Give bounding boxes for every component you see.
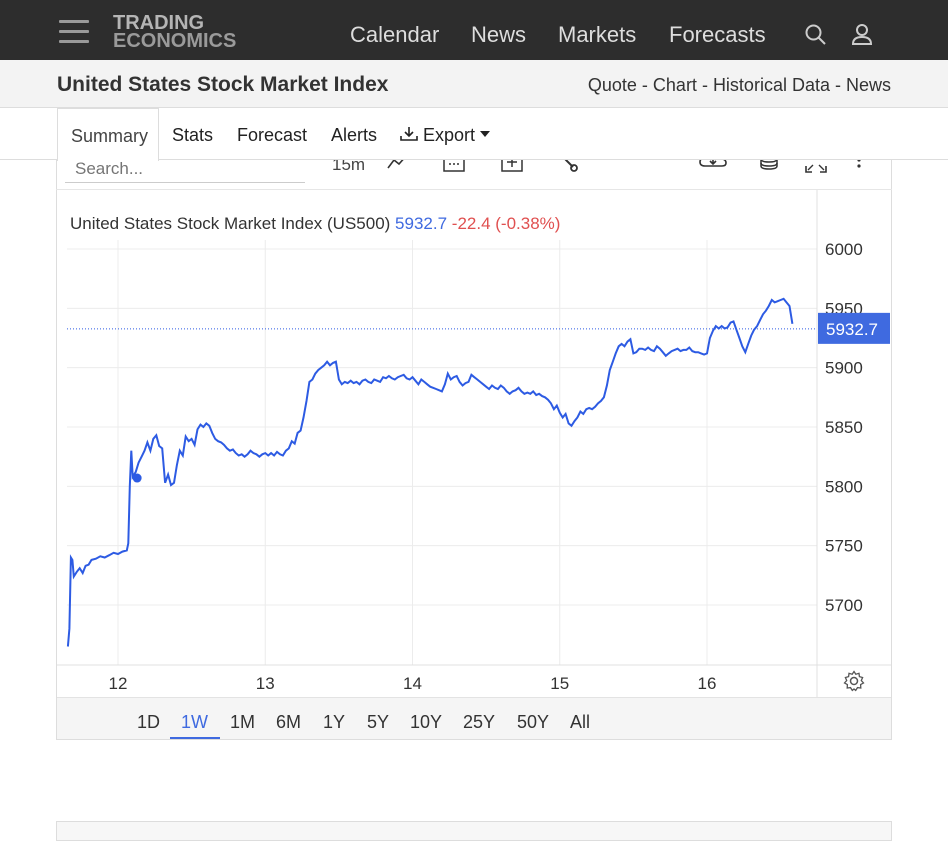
chart-marks: 5932.7 bbox=[67, 312, 890, 483]
tab-export[interactable]: Export bbox=[400, 125, 491, 146]
range-6m[interactable]: 6M bbox=[276, 712, 302, 732]
x-axis: 12 13 14 15 16 bbox=[109, 674, 717, 693]
y-tick-label: 6000 bbox=[825, 240, 863, 259]
toolbar-divider bbox=[56, 189, 892, 190]
logo[interactable]: TRADING ECONOMICS bbox=[113, 12, 237, 52]
line-chart-icon[interactable] bbox=[386, 160, 410, 172]
hamburger-menu-icon[interactable] bbox=[59, 19, 89, 43]
calendar-icon[interactable] bbox=[442, 160, 466, 174]
gear-icon[interactable] bbox=[843, 670, 865, 692]
link-quote[interactable]: Quote bbox=[587, 75, 637, 95]
active-range-underline bbox=[170, 737, 220, 739]
range-1m[interactable]: 1M bbox=[230, 712, 256, 732]
logo-line-2: ECONOMICS bbox=[113, 30, 237, 52]
tab-bar: Summary Stats Forecast Alerts Export bbox=[0, 108, 948, 161]
nav-link-calendar[interactable]: Calendar bbox=[350, 22, 440, 47]
tab-summary[interactable]: Summary bbox=[57, 108, 159, 161]
separator: - bbox=[636, 75, 653, 95]
x-tick-label: 12 bbox=[109, 674, 128, 693]
x-tick-label: 15 bbox=[550, 674, 569, 693]
range-1w[interactable]: 1W bbox=[181, 712, 208, 732]
link-historical-data[interactable]: Historical Data bbox=[712, 75, 830, 95]
nav-link-forecasts[interactable]: Forecasts bbox=[669, 22, 766, 47]
quick-links: Quote - Chart - Historical Data - News bbox=[588, 75, 891, 96]
search-icon[interactable] bbox=[804, 23, 828, 47]
y-tick-label: 5750 bbox=[825, 537, 863, 556]
legend-change: -22.4 (-0.38%) bbox=[451, 214, 561, 233]
y-tick-label: 5900 bbox=[825, 359, 863, 378]
user-icon[interactable] bbox=[851, 23, 873, 47]
link-chart[interactable]: Chart bbox=[652, 75, 697, 95]
range-1d[interactable]: 1D bbox=[137, 712, 161, 732]
title-bar: United States Stock Market Index Quote -… bbox=[0, 60, 948, 108]
top-nav: TRADING ECONOMICS Calendar News Markets … bbox=[0, 0, 948, 60]
tab-forecast[interactable]: Forecast bbox=[237, 125, 308, 145]
x-tick-label: 14 bbox=[403, 674, 422, 693]
range-1y[interactable]: 1Y bbox=[323, 712, 346, 732]
separator: - bbox=[829, 75, 846, 95]
range-10y[interactable]: 10Y bbox=[410, 712, 443, 732]
legend-symbol-name: United States Stock Market Index (US500) bbox=[70, 214, 391, 233]
event-marker[interactable] bbox=[132, 473, 142, 483]
chart-grid bbox=[57, 190, 891, 697]
compare-plus-icon[interactable] bbox=[500, 160, 524, 174]
interval-selector[interactable]: 15m bbox=[332, 160, 366, 174]
nav-link-news[interactable]: News bbox=[471, 22, 527, 47]
range-25y[interactable]: 25Y bbox=[463, 712, 496, 732]
tab-summary-label: Summary bbox=[71, 126, 149, 146]
range-selector: 1D 1W 1M 6M 1Y 5Y 10Y 25Y 50Y All bbox=[57, 697, 891, 739]
y-tick-label: 5700 bbox=[825, 596, 863, 615]
chart-toolbar: 15m bbox=[56, 160, 892, 190]
next-section-panel bbox=[56, 821, 892, 841]
download-icon bbox=[400, 127, 418, 141]
symbol-search-input[interactable] bbox=[65, 155, 305, 183]
legend-price: 5932.7 bbox=[395, 214, 448, 233]
last-price-label: 5932.7 bbox=[826, 320, 878, 339]
range-5y[interactable]: 5Y bbox=[367, 712, 390, 732]
x-tick-label: 16 bbox=[698, 674, 717, 693]
nav-link-markets[interactable]: Markets bbox=[558, 22, 637, 47]
chart-legend: United States Stock Market Index (US500)… bbox=[70, 214, 560, 234]
database-icon[interactable] bbox=[758, 160, 780, 174]
price-line bbox=[66, 297, 794, 647]
download-cloud-icon[interactable] bbox=[698, 160, 728, 174]
range-50y[interactable]: 50Y bbox=[517, 712, 550, 732]
more-icon[interactable] bbox=[854, 160, 864, 174]
last-price-badge bbox=[818, 312, 890, 344]
tab-alerts[interactable]: Alerts bbox=[331, 125, 378, 145]
tab-stats[interactable]: Stats bbox=[172, 125, 214, 145]
link-news[interactable]: News bbox=[845, 75, 891, 95]
range-all[interactable]: All bbox=[570, 712, 591, 732]
logo-line-1: TRADING bbox=[113, 12, 205, 34]
x-tick-label: 13 bbox=[256, 674, 275, 693]
page-title: United States Stock Market Index bbox=[57, 73, 389, 96]
separator: - bbox=[696, 75, 713, 95]
y-tick-label: 5800 bbox=[825, 477, 863, 496]
caret-down-icon bbox=[480, 131, 491, 137]
chart-container bbox=[56, 160, 892, 740]
tab-export-label: Export bbox=[423, 125, 476, 145]
y-tick-label: 5850 bbox=[825, 418, 863, 437]
wrench-icon[interactable] bbox=[556, 160, 580, 174]
